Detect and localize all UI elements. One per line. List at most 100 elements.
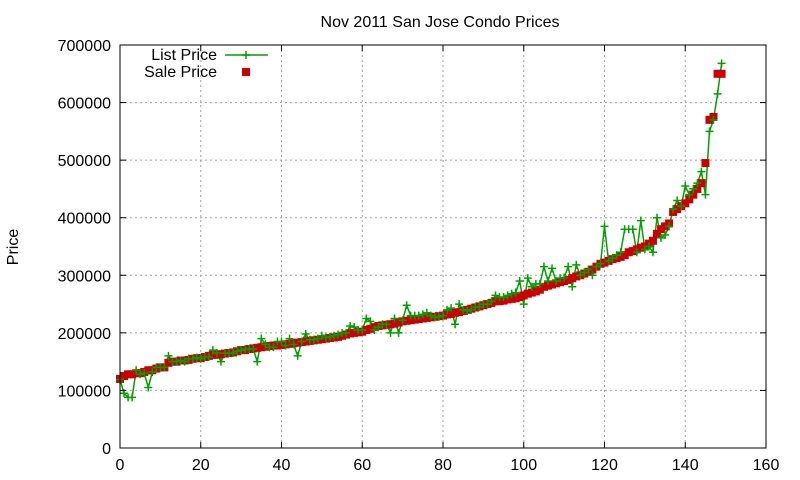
sale-price-point (120, 372, 129, 381)
sale-price-point (556, 278, 565, 287)
list-price-point (447, 304, 456, 313)
x-tick-label: 60 (353, 457, 371, 474)
list-price-point (717, 59, 726, 68)
sale-price-point (491, 297, 500, 306)
sale-price-point (418, 314, 427, 323)
list-price-point (657, 233, 666, 242)
sale-price-point (503, 295, 512, 304)
series (116, 59, 726, 402)
list-price-point (644, 242, 653, 251)
list-price-point (358, 325, 367, 334)
list-price-point (548, 264, 557, 273)
list-price-point (697, 167, 706, 176)
sale-price-point (386, 320, 395, 329)
list-price-point (204, 353, 213, 362)
list-price-point (140, 369, 149, 378)
sale-price-point (697, 179, 706, 188)
sale-price-point (507, 294, 516, 303)
list-price-point (568, 282, 577, 291)
list-price-point (636, 216, 645, 225)
list-price-point (394, 328, 403, 337)
y-tick-label: 100000 (58, 383, 111, 400)
list-price-point (229, 349, 238, 358)
list-price-point (366, 317, 375, 326)
sale-price-point (600, 258, 609, 267)
list-price-point (588, 271, 597, 280)
list-price-point (693, 179, 702, 188)
list-price-point (467, 305, 476, 314)
sale-price-point (588, 265, 597, 274)
list-price-point (612, 251, 621, 260)
legend-marker-list-price (242, 51, 250, 59)
x-tick-label: 140 (672, 457, 699, 474)
list-price-point (176, 356, 185, 365)
list-price-point (499, 293, 508, 302)
list-price-point (426, 311, 435, 320)
list-price-point (297, 337, 306, 346)
legend-label-sale-price: Sale Price (144, 64, 217, 81)
list-price-point (701, 190, 710, 199)
list-price-point (434, 312, 443, 321)
list-price-point (673, 196, 682, 205)
list-price-point (669, 205, 678, 214)
sale-price-point (661, 222, 670, 231)
list-price-point (269, 343, 278, 352)
list-price-point (289, 340, 298, 349)
list-price-point (257, 334, 266, 343)
list-price-point (665, 222, 674, 231)
list-price-point (535, 279, 544, 288)
list-price-point (132, 366, 141, 375)
list-price-point (301, 330, 310, 339)
list-price-point (491, 291, 500, 300)
list-price-point (249, 344, 258, 353)
list-price-point (604, 256, 613, 265)
sale-price-point (362, 325, 371, 334)
list-price-point (342, 328, 351, 337)
sale-price-point (128, 370, 137, 379)
sale-price-point (523, 289, 532, 298)
list-price-point (253, 357, 262, 366)
list-price-point (281, 341, 290, 350)
list-price-point (293, 351, 302, 360)
list-price-point (592, 262, 601, 271)
list-price-point (616, 248, 625, 257)
list-price-point (580, 268, 589, 277)
sale-price-point (616, 252, 625, 261)
grid (120, 45, 766, 448)
y-tick-label: 300000 (58, 268, 111, 285)
sale-price-point (455, 308, 464, 317)
list-price-point (487, 297, 496, 306)
legend-label-list-price: List Price (151, 47, 217, 64)
list-price-point (705, 127, 714, 136)
list-price-point (398, 316, 407, 325)
list-price-point (309, 335, 318, 344)
list-price-point (576, 271, 585, 280)
list-price-point (208, 346, 217, 355)
list-price-point (519, 300, 528, 309)
list-price-point (237, 346, 246, 355)
list-price-point (709, 115, 718, 124)
list-price-point (164, 351, 173, 360)
x-tick-label: 80 (434, 457, 452, 474)
sale-price-point (568, 274, 577, 283)
sale-price-point (713, 69, 722, 78)
sale-price-point (548, 280, 557, 289)
list-price-point (560, 273, 569, 282)
sale-price-point (164, 358, 173, 367)
list-price-point (374, 323, 383, 332)
sale-price-point (511, 294, 520, 303)
list-price-point (148, 368, 157, 377)
list-price-point (261, 340, 270, 349)
sale-price-point (285, 339, 294, 348)
list-price-point (503, 291, 512, 300)
list-price-point (180, 357, 189, 366)
sale-price-point (447, 309, 456, 318)
sale-price-point (539, 282, 548, 291)
list-price-point (523, 274, 532, 283)
list-price-point (507, 289, 516, 298)
list-price-point (608, 254, 617, 263)
sale-price-point (390, 319, 399, 328)
list-price-point (483, 300, 492, 309)
